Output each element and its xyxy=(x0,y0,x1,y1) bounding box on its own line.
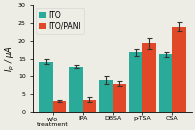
Bar xyxy=(159,54,172,112)
Bar xyxy=(53,101,66,112)
Legend: ITO, ITO/PANI: ITO, ITO/PANI xyxy=(36,8,84,34)
Bar xyxy=(99,80,113,112)
Bar xyxy=(142,43,156,112)
Bar xyxy=(113,84,126,112)
Y-axis label: $I_p$ / μA: $I_p$ / μA xyxy=(4,45,17,72)
Bar xyxy=(129,52,142,112)
Bar xyxy=(39,62,53,112)
Bar xyxy=(83,100,96,112)
Bar xyxy=(69,67,83,112)
Bar xyxy=(172,27,186,112)
